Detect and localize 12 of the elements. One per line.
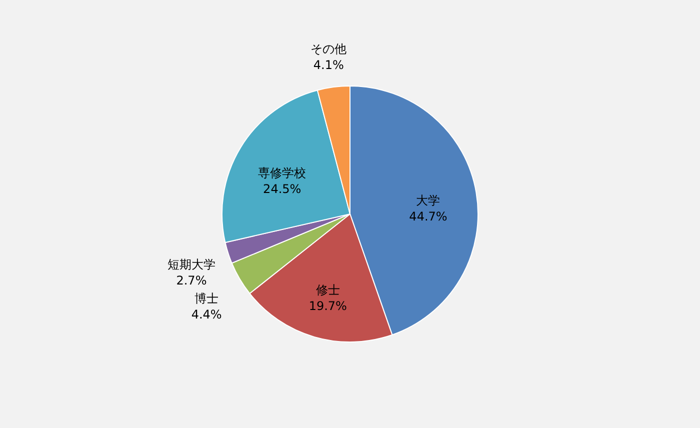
data-label: 4.1%	[313, 58, 344, 72]
slice-label: 修士	[316, 283, 340, 298]
slice-label: 短期大学	[167, 258, 216, 272]
data-label: 19.7%	[308, 299, 347, 314]
slice-label: 専修学校	[258, 166, 306, 180]
data-label: 24.5%	[263, 182, 302, 196]
slice-label: その他	[310, 42, 347, 56]
data-label: 2.7%	[176, 274, 207, 288]
data-label: 44.7%	[409, 210, 448, 224]
slice-label: 大学	[416, 194, 440, 208]
data-label: 4.4%	[191, 307, 222, 322]
slice-label: 博士	[194, 291, 219, 306]
